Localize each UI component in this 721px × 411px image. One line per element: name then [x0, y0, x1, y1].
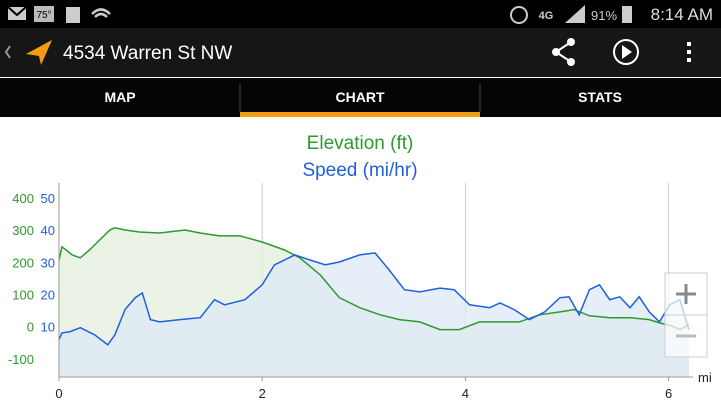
y2-tick-label: 20 — [41, 288, 55, 303]
signal-icon — [565, 5, 585, 23]
tab[interactable]: STATS — [578, 89, 622, 105]
y2-tick-label: 30 — [41, 255, 55, 270]
x-tick-label: 4 — [462, 386, 469, 401]
back-button[interactable] — [4, 45, 11, 59]
chart-title: Speed (mi/hr) — [302, 160, 417, 181]
nav-icon — [26, 40, 52, 65]
tab[interactable]: CHART — [336, 89, 385, 105]
y-tick-label: 0 — [27, 320, 34, 335]
app-title: 4534 Warren St NW — [63, 43, 232, 64]
network-icon: 4G — [539, 10, 554, 22]
x-axis-label: mi — [698, 370, 712, 385]
menu-button[interactable] — [687, 42, 691, 62]
y-tick-label: 300 — [12, 223, 34, 238]
y2-tick-label: 50 — [41, 191, 55, 206]
area — [59, 252, 689, 377]
x-tick-label: 2 — [259, 386, 266, 401]
wifi-icon — [91, 8, 111, 18]
battery-icon — [622, 6, 632, 23]
x-tick-label: 6 — [665, 386, 672, 401]
y-tick-label: -100 — [8, 352, 34, 367]
share-button[interactable] — [552, 38, 575, 66]
app-bar — [0, 28, 721, 77]
weather-icon — [34, 6, 54, 22]
y2-tick-label: 10 — [41, 320, 55, 335]
x-tick-label: 0 — [55, 386, 62, 401]
alarm-icon — [510, 6, 528, 24]
tab[interactable]: MAP — [104, 89, 135, 105]
line — [58, 252, 690, 346]
play-button[interactable] — [613, 39, 639, 65]
clock: 8:14 AM — [651, 5, 713, 24]
chart-title: Elevation (ft) — [307, 133, 414, 154]
temperature: 75° — [36, 10, 51, 21]
y-tick-label: 100 — [12, 288, 34, 303]
line — [58, 227, 690, 331]
y-tick-label: 200 — [12, 255, 34, 270]
battery: 91% — [591, 8, 617, 23]
status-bar — [0, 0, 721, 28]
usb-icon — [66, 7, 80, 23]
tab-bar — [0, 78, 721, 117]
zoom-in[interactable] — [664, 272, 708, 316]
tab-indicator — [240, 112, 480, 117]
y2-tick-label: 40 — [41, 223, 55, 238]
y-tick-label: 400 — [12, 191, 34, 206]
zoom-out[interactable] — [664, 314, 708, 358]
